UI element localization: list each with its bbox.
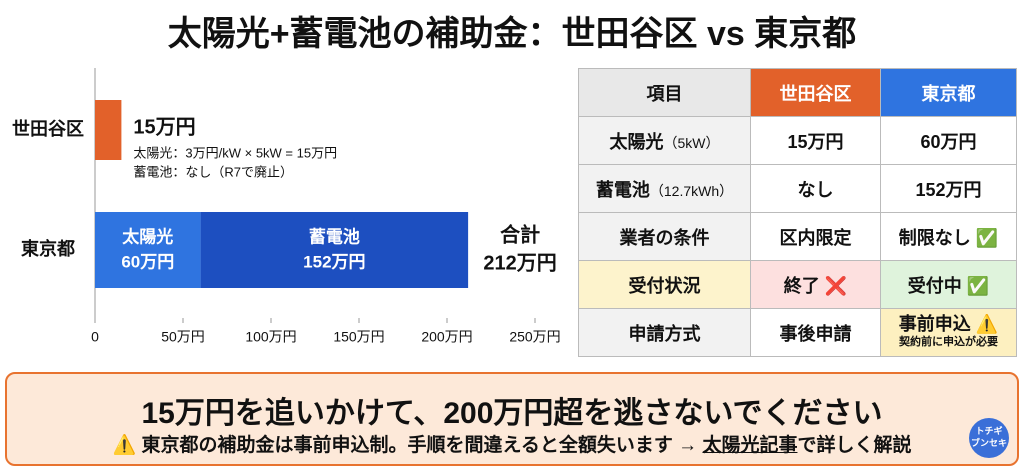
chart: 0 50万円 100万円 150万円 200万円 250万円 世田谷区 15万円太陽光：3万円… (12, 68, 561, 345)
cell-note: （12.7kWh） (649, 182, 734, 199)
row-label: 太陽光（5kW） (578, 116, 751, 165)
cell: 60万円 (880, 116, 1017, 165)
note: 太陽光：3万円/kW × 5kW = 15万円 (133, 145, 337, 160)
total-value: 212万円 (483, 252, 556, 274)
value-label: 152万円 (303, 252, 365, 271)
cell: 区内限定 (750, 212, 881, 261)
total-label: 合計 (500, 222, 540, 246)
footer-text: で詳しく解説 (797, 435, 912, 456)
cell: 制限なし ✅ (880, 212, 1017, 261)
title: 太陽光+蓄電池の補助金：世田谷区 vs 東京都 (167, 15, 857, 53)
y-tick-label: 東京都 (21, 238, 75, 259)
logo-text: トチギ (975, 426, 1003, 436)
series-label: 蓄電池 (309, 226, 360, 246)
cell-text: 蓄電池 (595, 179, 650, 200)
row-label: 蓄電池（12.7kWh） (578, 164, 751, 213)
cell-note: 契約前に申込が必要 (899, 335, 998, 348)
footer-sub: ⚠️ 東京都の補助金は事前申込制。手順を間違えると全額失います → 太陽光記事で… (7, 430, 1017, 457)
comparison-table: 項目 世田谷区 東京都 太陽光（5kW） 15万円 60万円 蓄電池（12.7k… (578, 68, 1017, 357)
row-label: 業者の条件 (578, 212, 751, 261)
y-tick-label: 世田谷区 (12, 119, 84, 139)
cell: 事後申請 (750, 308, 881, 357)
row-label: 申請方式 (578, 308, 751, 357)
series-label: 太陽光 (122, 226, 173, 246)
bar (95, 212, 201, 288)
value-label: 60万円 (121, 252, 174, 271)
bar (95, 100, 122, 160)
x-tick-label: 50万円 (161, 329, 205, 345)
cell: 15万円 (750, 116, 881, 165)
header-cell: 項目 (578, 68, 751, 117)
cell-text: 事前申込 ⚠️ (898, 313, 999, 334)
x-tick-label: 250万円 (509, 329, 560, 345)
logo-text: ブンセキ (970, 438, 1007, 448)
cell: なし (750, 164, 881, 213)
header-cell: 東京都 (880, 68, 1017, 117)
cell-text: 太陽光 (609, 131, 664, 152)
cell: 終了 ❌ (750, 260, 881, 309)
x-tick-label: 200万円 (421, 329, 472, 345)
article-link[interactable]: 太陽光記事 (702, 435, 798, 456)
bar (200, 212, 469, 288)
logo: トチギ ブンセキ (969, 418, 1009, 458)
x-tick-label: 0 (91, 329, 99, 345)
x-tick-label: 150万円 (333, 329, 384, 345)
footer-box: 15万円を追いかけて、200万円超を逃さないでください ⚠️ 東京都の補助金は事… (5, 372, 1019, 466)
cell: 事前申込 ⚠️ 契約前に申込が必要 (880, 308, 1017, 357)
row-label: 受付状況 (578, 260, 751, 309)
cell: 受付中 ✅ (880, 260, 1017, 309)
cell: 152万円 (880, 164, 1017, 213)
footer-headline: 15万円を追いかけて、200万円超を逃さないでください (141, 397, 883, 430)
header-cell: 世田谷区 (750, 68, 881, 117)
x-tick-label: 100万円 (245, 329, 296, 345)
note: 蓄電池：なし（R7で廃止） (133, 164, 293, 179)
cell-note: （5kW） (663, 134, 720, 151)
value-label: 15万円 (133, 116, 195, 138)
footer-text: ⚠️ 東京都の補助金は事前申込制。手順を間違えると全額失います → (112, 435, 703, 456)
